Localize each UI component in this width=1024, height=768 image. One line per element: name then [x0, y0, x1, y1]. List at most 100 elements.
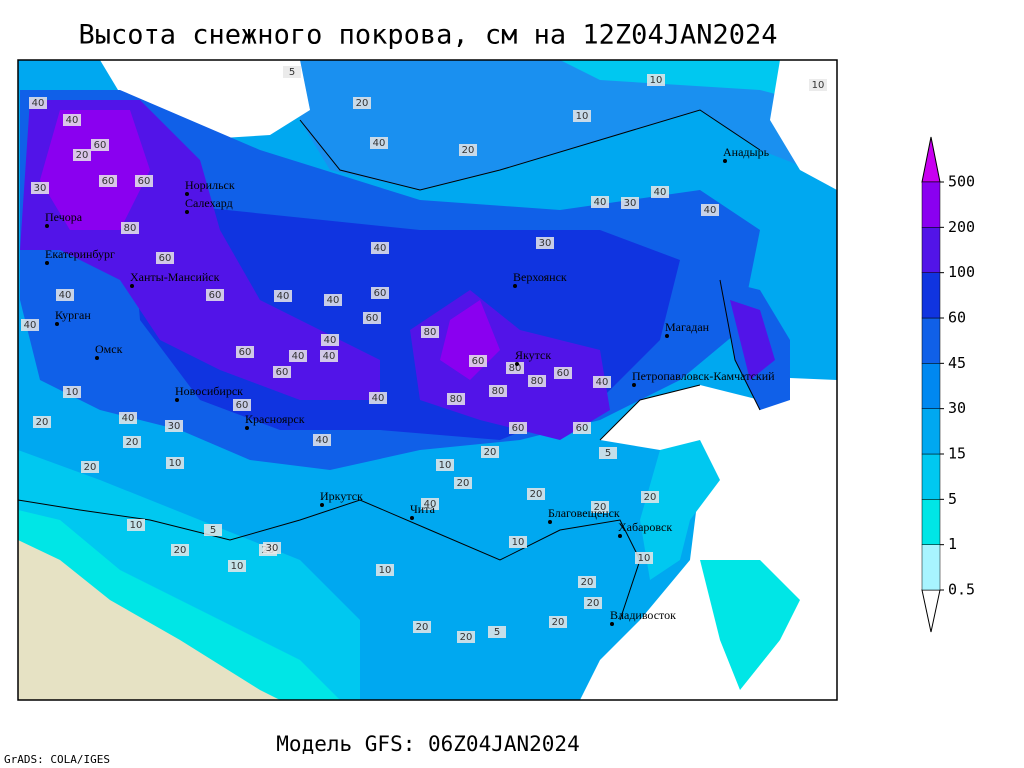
contour-label: 30 — [168, 421, 181, 432]
contour-label: 20 — [356, 98, 369, 109]
contour-label-box — [283, 66, 301, 78]
contour-label-box — [376, 564, 394, 576]
colorbar-low — [921, 589, 941, 633]
contour-label-box — [573, 110, 591, 122]
contour-label-box — [353, 97, 371, 109]
contour-label-box — [135, 175, 153, 187]
contour-label-box — [206, 289, 224, 301]
contour-label-box — [469, 355, 487, 367]
contour-label: 40 — [292, 351, 305, 362]
model-label: Модель GFS: 06Z04JAN2024 — [276, 732, 579, 756]
contour-label-box — [171, 544, 189, 556]
contour-label: 40 — [324, 335, 337, 346]
colorbar-label: 1 — [948, 535, 957, 553]
contour-label-box — [123, 436, 141, 448]
colorbar-label: 60 — [948, 309, 966, 327]
contour-label: 5 — [494, 627, 500, 638]
contour-label-box — [371, 287, 389, 299]
city-label: Ханты-Мансийск — [130, 270, 220, 284]
contour-label-box — [263, 542, 281, 554]
contour-label-box — [621, 197, 639, 209]
contour-label-box — [447, 393, 465, 405]
contour-label: 80 — [450, 394, 463, 405]
contour-label: 20 — [174, 545, 187, 556]
city-label: Салехард — [185, 196, 233, 210]
contour-label: 20 — [581, 577, 594, 588]
contour-label: 30 — [266, 543, 279, 554]
contour-label: 40 — [594, 197, 607, 208]
contour-label-box — [488, 626, 506, 638]
contour-label: 20 — [462, 145, 475, 156]
colorbar-label: 5 — [948, 490, 957, 508]
contour-label-box — [363, 312, 381, 324]
contour-label: 10 — [638, 553, 651, 564]
city-dot — [513, 284, 517, 288]
contour-label: 20 — [76, 150, 89, 161]
contour-label-box — [156, 252, 174, 264]
contour-label-box — [459, 144, 477, 156]
contour-label-box — [591, 196, 609, 208]
contour-label: 20 — [36, 417, 49, 428]
colorbar-label: 0.5 — [948, 581, 975, 599]
contour-label-box — [701, 204, 719, 216]
contour-label: 10 — [169, 458, 182, 469]
contour-label-box — [228, 560, 246, 572]
contour-label: 60 — [512, 423, 525, 434]
city-dot — [618, 534, 622, 538]
contour-label: 40 — [59, 290, 72, 301]
city-dot — [95, 356, 99, 360]
contour-label: 10 — [379, 565, 392, 576]
contour-label-box — [536, 237, 554, 249]
contour-label-box — [481, 446, 499, 458]
contour-label: 60 — [239, 347, 252, 358]
contour-label-box — [273, 366, 291, 378]
contour-label: 40 — [277, 291, 290, 302]
contour-label-box — [528, 375, 546, 387]
contour-label-box — [127, 519, 145, 531]
contour-label-box — [99, 175, 117, 187]
contour-label-box — [436, 459, 454, 471]
contour-label: 10 — [130, 520, 143, 531]
contour-label-box — [274, 290, 292, 302]
contour-label-box — [371, 242, 389, 254]
credit: GrADS: COLA/IGES — [4, 753, 110, 766]
contour-label-box — [591, 501, 609, 513]
contour-label-box — [593, 376, 611, 388]
map — [18, 60, 837, 700]
colorbar-segment — [921, 453, 941, 500]
contour-label: 5 — [605, 448, 611, 459]
contour-label: 60 — [94, 140, 107, 151]
colorbar-segment — [921, 499, 941, 545]
city-dot — [665, 334, 669, 338]
contour-label-box — [31, 182, 49, 194]
city-dot — [515, 362, 519, 366]
contour-label: 40 — [122, 413, 135, 424]
colorbar-label: 30 — [948, 399, 966, 417]
contour-label: 30 — [624, 198, 637, 209]
contour-label: 5 — [210, 525, 216, 536]
contour-label-box — [647, 74, 665, 86]
contour-label: 80 — [531, 376, 544, 387]
contour-label: 40 — [596, 377, 609, 388]
contour-label: 60 — [102, 176, 115, 187]
contour-label: 20 — [587, 598, 600, 609]
contour-label: 20 — [594, 502, 607, 513]
colorbar-label: 100 — [948, 263, 975, 281]
contour-label: 40 — [654, 187, 667, 198]
contour-label: 5 — [289, 67, 295, 78]
contour-label: 40 — [704, 205, 717, 216]
contour-label-box — [599, 447, 617, 459]
contour-label: 80 — [492, 386, 505, 397]
colorbar-label: 15 — [948, 445, 966, 463]
city-label: Якутск — [515, 348, 551, 362]
contour-label: 20 — [84, 462, 97, 473]
city-dot — [45, 224, 49, 228]
contour-label-box — [527, 488, 545, 500]
colorbar-segment — [921, 544, 941, 591]
city-dot — [130, 284, 134, 288]
contour-label-box — [421, 326, 439, 338]
contour-label: 20 — [552, 617, 565, 628]
contour-label-box — [413, 621, 431, 633]
contour-label: 60 — [557, 368, 570, 379]
